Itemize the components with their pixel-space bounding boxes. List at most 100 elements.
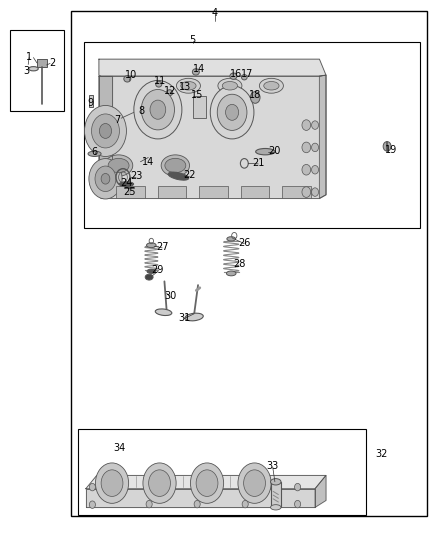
Text: 1: 1 — [26, 52, 32, 61]
Ellipse shape — [177, 78, 201, 93]
Text: 5: 5 — [190, 35, 196, 44]
Text: 18: 18 — [249, 90, 261, 100]
Polygon shape — [86, 475, 326, 489]
Circle shape — [311, 188, 318, 196]
Text: 29: 29 — [152, 265, 164, 275]
Text: 26: 26 — [238, 238, 251, 247]
Circle shape — [210, 86, 254, 139]
Ellipse shape — [145, 274, 153, 280]
Polygon shape — [315, 475, 326, 507]
Ellipse shape — [185, 313, 203, 321]
Circle shape — [302, 187, 311, 197]
Polygon shape — [99, 75, 326, 198]
Circle shape — [191, 463, 224, 503]
Bar — [84, 42, 420, 228]
Circle shape — [311, 143, 318, 152]
Text: 14: 14 — [193, 64, 205, 74]
Circle shape — [238, 463, 271, 503]
Text: 17: 17 — [241, 69, 254, 79]
Circle shape — [383, 142, 391, 151]
Ellipse shape — [259, 78, 283, 93]
Circle shape — [194, 500, 200, 508]
Circle shape — [226, 104, 239, 120]
Text: 6: 6 — [92, 147, 98, 157]
Text: 4: 4 — [212, 8, 218, 18]
Circle shape — [242, 500, 248, 508]
Text: 7: 7 — [115, 115, 121, 125]
Ellipse shape — [192, 69, 199, 75]
Polygon shape — [99, 59, 326, 76]
Circle shape — [85, 106, 127, 157]
Ellipse shape — [155, 81, 162, 87]
Ellipse shape — [230, 73, 237, 79]
Ellipse shape — [241, 75, 247, 80]
Text: 31: 31 — [178, 312, 190, 322]
Ellipse shape — [155, 309, 172, 316]
Bar — [193, 96, 206, 118]
Circle shape — [311, 121, 318, 130]
Circle shape — [302, 120, 311, 131]
Text: 22: 22 — [183, 170, 195, 180]
Ellipse shape — [147, 269, 155, 273]
Bar — [71, 11, 427, 516]
Text: 3: 3 — [23, 67, 29, 76]
Bar — [271, 482, 281, 507]
Ellipse shape — [104, 155, 133, 176]
Text: 15: 15 — [191, 90, 203, 100]
Circle shape — [244, 470, 265, 496]
Bar — [37, 59, 46, 67]
Polygon shape — [86, 489, 315, 507]
Circle shape — [196, 470, 218, 496]
Bar — [11, 30, 64, 111]
Circle shape — [217, 94, 247, 131]
Bar — [241, 186, 269, 198]
Circle shape — [89, 483, 95, 491]
Ellipse shape — [271, 479, 281, 485]
Text: 34: 34 — [113, 443, 126, 453]
Ellipse shape — [124, 76, 131, 82]
Polygon shape — [319, 75, 326, 198]
Bar — [158, 186, 186, 198]
Ellipse shape — [271, 505, 281, 510]
Circle shape — [302, 142, 311, 153]
Text: 9: 9 — [87, 98, 93, 108]
Ellipse shape — [168, 172, 189, 180]
Circle shape — [134, 80, 182, 139]
Ellipse shape — [264, 82, 279, 90]
Circle shape — [150, 100, 166, 119]
Bar — [117, 186, 145, 198]
Circle shape — [95, 166, 116, 191]
Circle shape — [89, 501, 95, 508]
Circle shape — [95, 463, 129, 503]
Text: 24: 24 — [120, 178, 132, 188]
Text: 2: 2 — [49, 59, 55, 68]
Text: 33: 33 — [267, 461, 279, 471]
Text: 10: 10 — [125, 70, 137, 80]
Ellipse shape — [256, 149, 275, 155]
Ellipse shape — [161, 155, 190, 176]
Ellipse shape — [147, 243, 156, 248]
Text: 12: 12 — [164, 86, 176, 96]
Ellipse shape — [28, 67, 38, 71]
Text: 8: 8 — [138, 106, 145, 116]
Bar — [89, 95, 93, 107]
Circle shape — [101, 470, 123, 496]
Text: 23: 23 — [130, 171, 142, 181]
Text: 14: 14 — [142, 157, 154, 167]
Text: 30: 30 — [164, 291, 176, 301]
Text: 19: 19 — [385, 144, 397, 155]
Text: 21: 21 — [252, 158, 265, 168]
Ellipse shape — [165, 158, 186, 173]
Text: 20: 20 — [268, 146, 281, 156]
Circle shape — [89, 159, 122, 199]
Ellipse shape — [226, 271, 236, 276]
Circle shape — [294, 483, 300, 491]
Circle shape — [99, 124, 112, 139]
Ellipse shape — [166, 90, 173, 95]
Bar — [78, 429, 366, 515]
Ellipse shape — [108, 158, 129, 173]
Circle shape — [294, 500, 300, 508]
Text: 27: 27 — [156, 242, 169, 252]
Circle shape — [251, 92, 260, 103]
Bar — [199, 186, 228, 198]
